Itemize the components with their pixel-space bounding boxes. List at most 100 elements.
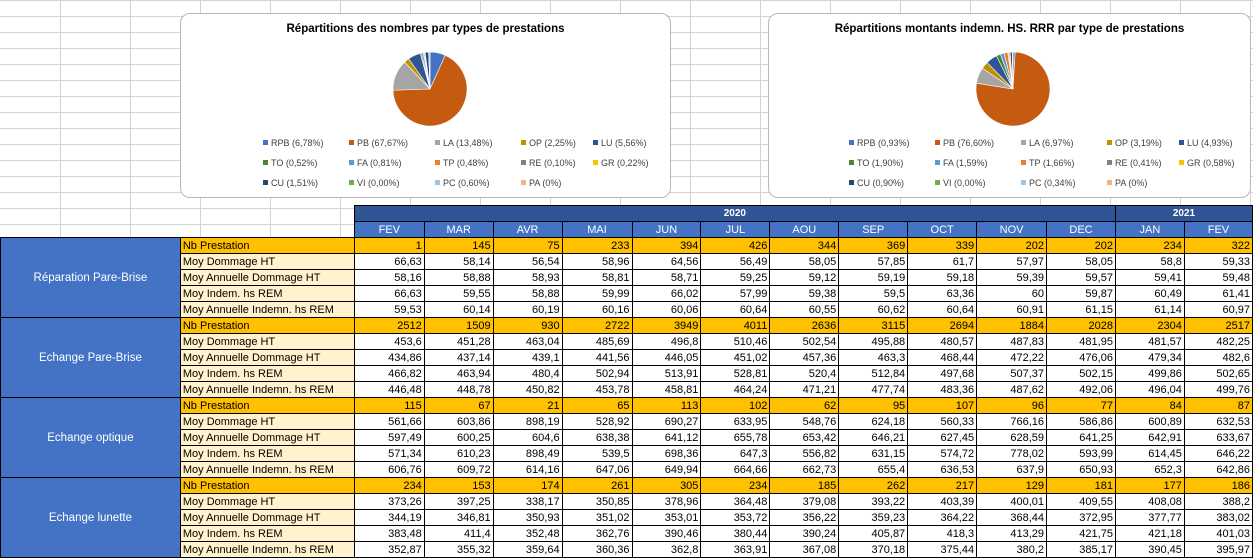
value-cell[interactable]: 604,6 bbox=[492, 429, 563, 446]
metric-label[interactable]: Nb Prestation bbox=[179, 477, 355, 494]
group-label[interactable]: Réparation Pare-Brise bbox=[0, 237, 181, 318]
metric-label[interactable]: Moy Annuelle Indemn. hs REM bbox=[179, 461, 355, 478]
value-cell[interactable]: 408,08 bbox=[1114, 493, 1185, 510]
value-cell[interactable]: 400,01 bbox=[976, 493, 1048, 510]
value-cell[interactable]: 378,96 bbox=[631, 493, 702, 510]
metric-label[interactable]: Moy Indem. hs REM bbox=[179, 445, 355, 462]
value-cell[interactable]: 632,53 bbox=[1183, 413, 1253, 430]
value-cell[interactable]: 647,3 bbox=[700, 445, 771, 462]
value-cell[interactable]: 388,2 bbox=[1183, 493, 1253, 510]
value-cell[interactable]: 352,48 bbox=[492, 525, 563, 542]
metric-label[interactable]: Moy Annuelle Indemn. hs REM bbox=[179, 381, 355, 398]
value-cell[interactable]: 59,99 bbox=[561, 285, 633, 302]
value-cell[interactable]: 346,81 bbox=[423, 509, 494, 526]
value-cell[interactable]: 492,06 bbox=[1046, 381, 1116, 398]
value-cell[interactable]: 766,16 bbox=[976, 413, 1048, 430]
value-cell[interactable]: 646,22 bbox=[1183, 445, 1253, 462]
value-cell[interactable]: 930 bbox=[492, 317, 563, 334]
value-cell[interactable]: 61,41 bbox=[1183, 285, 1253, 302]
empty-cell[interactable] bbox=[180, 222, 354, 238]
value-cell[interactable]: 58,05 bbox=[769, 253, 840, 270]
value-cell[interactable]: 383,48 bbox=[353, 525, 425, 542]
year-header[interactable]: 2020 bbox=[353, 205, 1116, 222]
value-cell[interactable]: 638,38 bbox=[561, 429, 633, 446]
metric-label[interactable]: Moy Indem. hs REM bbox=[179, 525, 355, 542]
value-cell[interactable]: 368,44 bbox=[976, 509, 1048, 526]
value-cell[interactable]: 375,44 bbox=[907, 541, 978, 558]
value-cell[interactable]: 624,18 bbox=[838, 413, 909, 430]
value-cell[interactable]: 305 bbox=[631, 477, 702, 494]
value-cell[interactable]: 360,36 bbox=[561, 541, 633, 558]
month-header[interactable]: JUN bbox=[631, 221, 702, 238]
value-cell[interactable]: 353,72 bbox=[700, 509, 771, 526]
value-cell[interactable]: 528,92 bbox=[561, 413, 633, 430]
value-cell[interactable]: 60,64 bbox=[907, 301, 978, 318]
value-cell[interactable]: 129 bbox=[976, 477, 1048, 494]
value-cell[interactable]: 57,97 bbox=[976, 253, 1048, 270]
value-cell[interactable]: 234 bbox=[1114, 237, 1185, 254]
metric-label[interactable]: Nb Prestation bbox=[179, 397, 355, 414]
month-header[interactable]: DEC bbox=[1046, 221, 1116, 238]
value-cell[interactable]: 60,55 bbox=[769, 301, 840, 318]
value-cell[interactable]: 898,19 bbox=[492, 413, 563, 430]
value-cell[interactable]: 234 bbox=[353, 477, 425, 494]
month-header[interactable]: JUL bbox=[700, 221, 771, 238]
value-cell[interactable]: 60,19 bbox=[492, 301, 563, 318]
group-label[interactable]: Echange optique bbox=[0, 397, 181, 478]
value-cell[interactable]: 66,63 bbox=[353, 253, 425, 270]
value-cell[interactable]: 698,36 bbox=[631, 445, 702, 462]
value-cell[interactable]: 600,25 bbox=[423, 429, 494, 446]
value-cell[interactable]: 571,34 bbox=[353, 445, 425, 462]
value-cell[interactable]: 60,97 bbox=[1183, 301, 1253, 318]
value-cell[interactable]: 413,29 bbox=[976, 525, 1048, 542]
metric-label[interactable]: Moy Annuelle Dommage HT bbox=[179, 269, 355, 286]
value-cell[interactable]: 603,86 bbox=[423, 413, 494, 430]
value-cell[interactable]: 448,78 bbox=[423, 381, 494, 398]
value-cell[interactable]: 606,76 bbox=[353, 461, 425, 478]
value-cell[interactable]: 322 bbox=[1183, 237, 1253, 254]
value-cell[interactable]: 58,8 bbox=[1114, 253, 1185, 270]
value-cell[interactable]: 351,02 bbox=[561, 509, 633, 526]
value-cell[interactable]: 59,33 bbox=[1183, 253, 1253, 270]
value-cell[interactable]: 463,94 bbox=[423, 365, 494, 382]
value-cell[interactable]: 502,65 bbox=[1183, 365, 1253, 382]
value-cell[interactable]: 58,71 bbox=[631, 269, 702, 286]
value-cell[interactable]: 641,25 bbox=[1046, 429, 1116, 446]
value-cell[interactable]: 185 bbox=[769, 477, 840, 494]
value-cell[interactable]: 481,57 bbox=[1114, 333, 1185, 350]
value-cell[interactable]: 390,46 bbox=[631, 525, 702, 542]
value-cell[interactable]: 362,76 bbox=[561, 525, 633, 542]
value-cell[interactable]: 64,56 bbox=[631, 253, 702, 270]
value-cell[interactable]: 451,02 bbox=[700, 349, 771, 366]
value-cell[interactable]: 58,14 bbox=[423, 253, 494, 270]
value-cell[interactable]: 59,57 bbox=[1046, 269, 1116, 286]
value-cell[interactable]: 1 bbox=[353, 237, 425, 254]
value-cell[interactable]: 377,77 bbox=[1114, 509, 1185, 526]
value-cell[interactable]: 186 bbox=[1183, 477, 1253, 494]
value-cell[interactable]: 59,41 bbox=[1114, 269, 1185, 286]
value-cell[interactable]: 262 bbox=[838, 477, 909, 494]
value-cell[interactable]: 372,95 bbox=[1046, 509, 1116, 526]
value-cell[interactable]: 59,38 bbox=[769, 285, 840, 302]
value-cell[interactable]: 21 bbox=[492, 397, 563, 414]
value-cell[interactable]: 59,5 bbox=[838, 285, 909, 302]
value-cell[interactable]: 418,3 bbox=[907, 525, 978, 542]
value-cell[interactable]: 383,02 bbox=[1183, 509, 1253, 526]
value-cell[interactable]: 655,4 bbox=[838, 461, 909, 478]
month-header[interactable]: MAR bbox=[423, 221, 494, 238]
value-cell[interactable]: 485,69 bbox=[561, 333, 633, 350]
value-cell[interactable]: 411,4 bbox=[423, 525, 494, 542]
value-cell[interactable]: 59,25 bbox=[700, 269, 771, 286]
value-cell[interactable]: 520,4 bbox=[769, 365, 840, 382]
value-cell[interactable]: 434,86 bbox=[353, 349, 425, 366]
value-cell[interactable]: 497,68 bbox=[907, 365, 978, 382]
value-cell[interactable]: 3949 bbox=[631, 317, 702, 334]
value-cell[interactable]: 614,16 bbox=[492, 461, 563, 478]
value-cell[interactable]: 628,59 bbox=[976, 429, 1048, 446]
value-cell[interactable]: 646,21 bbox=[838, 429, 909, 446]
value-cell[interactable]: 401,03 bbox=[1183, 525, 1253, 542]
value-cell[interactable]: 426 bbox=[700, 237, 771, 254]
value-cell[interactable]: 367,08 bbox=[769, 541, 840, 558]
value-cell[interactable]: 664,66 bbox=[700, 461, 771, 478]
value-cell[interactable]: 57,85 bbox=[838, 253, 909, 270]
